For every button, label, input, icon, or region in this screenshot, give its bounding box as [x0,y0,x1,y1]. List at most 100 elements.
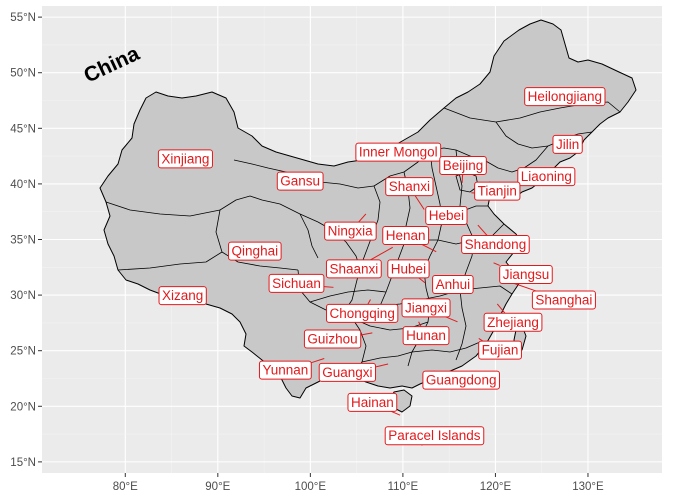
label-henan: Henan [382,226,430,246]
label-anhui: Anhui [432,274,474,294]
label-box-hebei [425,206,468,226]
label-text-hebei: Hebei [429,208,464,223]
label-chongqing: Chongqing [326,303,399,323]
label-box-shaanxi [325,259,382,279]
label-text-gansu: Gansu [280,174,320,189]
label-gansu: Gansu [276,171,324,191]
label-box-anhui [432,274,474,294]
internal-border-3 [215,209,299,271]
label-qinghai: Qinghai [228,241,282,261]
leader-line-hunan [418,321,422,327]
label-zhejiang: Zhejiang [483,312,543,332]
label-text-xizang: Xizang [162,288,203,303]
label-tianjin: Tianjin [474,181,521,201]
leader-line-jiangsu [493,262,500,266]
leader-line-ningxia [358,213,367,223]
y-tick-label: 35°N [10,235,36,247]
label-text-liaoning: Liaoning [521,169,572,184]
leader-line-zhejiang [496,303,506,314]
label-box-liaoning [517,167,576,187]
label-fujian: Fujian [478,340,522,360]
leader-line-chongqing [367,299,371,305]
label-text-hubei: Hubei [391,261,426,276]
label-text-tianjin: Tianjin [478,184,517,199]
y-tick-label: 20°N [10,401,36,413]
internal-border-11 [309,289,387,303]
label-hebei: Hebei [425,206,468,226]
label-box-hainan [347,392,398,412]
label-box-ningxia [324,221,377,241]
leader-line-shanxi [414,195,425,210]
label-box-xizang [158,286,207,306]
label-text-hainan: Hainan [351,395,394,410]
label-box-jiangsu [499,264,553,284]
label-box-beijing [439,156,487,176]
label-liaoning: Liaoning [517,167,576,187]
x-tick-label: 100°E [295,481,327,493]
x-tick-label: 120°E [480,481,512,493]
label-box-gansu [276,171,324,191]
label-text-hunan: Hunan [406,328,446,343]
label-text-zhejiang: Zhejiang [487,315,539,330]
label-box-chongqing [326,303,399,323]
label-jilin: Jilin [552,134,583,154]
label-hubei: Hubei [387,259,430,279]
label-text-xinjiang: Xinjiang [161,151,209,166]
label-text-heilongjiang: Heilongjiang [528,89,602,104]
label-box-qinghai [228,241,282,261]
label-yunnan: Yunnan [258,360,312,380]
label-text-paracel-islands: Paracel Islands [388,428,481,443]
leader-line-jiangxi [445,316,458,323]
label-text-qinghai: Qinghai [232,244,279,259]
y-tick-label: 15°N [10,457,36,469]
label-box-zhejiang [483,312,543,332]
label-guangdong: Guangdong [422,370,500,390]
label-box-shandong [461,234,530,254]
label-box-inner-mongol [355,142,442,162]
leader-line-hubei [418,277,426,284]
label-shanghai: Shanghai [531,290,596,310]
x-tick-label: 90°E [205,481,230,493]
label-box-fujian [478,340,522,360]
internal-border-23 [299,213,319,259]
label-text-jiangxi: Jiangxi [405,300,447,315]
label-text-inner-mongol: Inner Mongol [359,145,438,160]
leader-line-sichuan [323,286,334,288]
leader-line-shandong [477,224,488,236]
label-xinjiang: Xinjiang [157,149,213,169]
label-sichuan: Sichuan [268,273,325,293]
label-text-fujian: Fujian [482,343,519,358]
y-tick-label: 50°N [10,68,36,80]
leader-line-guizhou [360,332,373,336]
label-box-tianjin [474,181,521,201]
label-text-chongqing: Chongqing [330,306,395,321]
internal-border-13 [361,341,481,363]
label-box-henan [382,226,430,246]
label-box-xinjiang [157,149,213,169]
label-box-heilongjiang [524,87,606,107]
label-guangxi: Guangxi [318,362,377,382]
label-box-hunan [402,326,450,346]
label-beijing: Beijing [439,156,487,176]
label-box-yunnan [258,360,312,380]
label-inner-mongol: Inner Mongol [355,142,442,162]
label-shandong: Shandong [461,234,530,254]
label-text-guangdong: Guangdong [426,373,497,388]
map-axes: 80°E 90°E 100°E 110°E 120°E 130°E 15°N 20°N 25°N… [10,12,604,493]
label-text-shandong: Shandong [465,237,527,252]
label-text-sichuan: Sichuan [272,276,321,291]
label-hainan: Hainan [347,392,398,412]
label-box-guangxi [318,362,377,382]
label-box-hubei [387,259,430,279]
label-box-sichuan [268,273,325,293]
label-text-anhui: Anhui [436,277,471,292]
label-box-guangdong [422,370,500,390]
label-text-shanxi: Shanxi [389,179,430,194]
x-tick-label: 130°E [572,481,604,493]
label-guizhou: Guizhou [303,329,362,349]
label-text-henan: Henan [386,228,426,243]
y-tick-label: 25°N [10,346,36,358]
internal-border-2 [105,195,319,223]
